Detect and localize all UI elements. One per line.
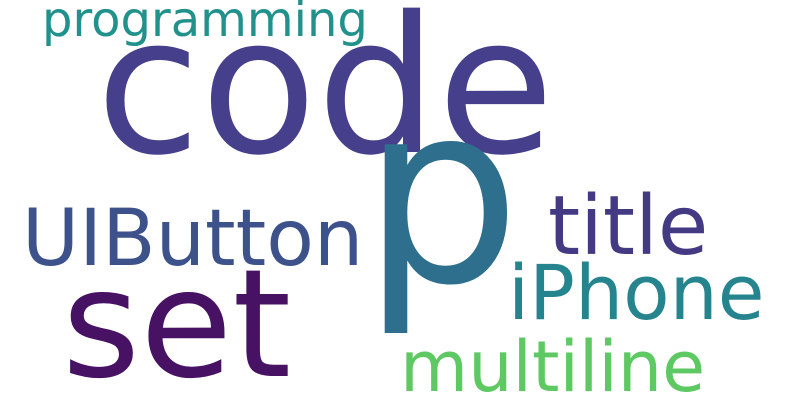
word-p: p: [362, 49, 521, 340]
word-code: code: [96, 0, 555, 197]
word-set: set: [62, 238, 292, 400]
word-uibutton: UIButton: [22, 194, 364, 284]
word-multiline: multiline: [400, 326, 706, 400]
word-title: title: [548, 179, 709, 274]
word-iphone: iPhone: [508, 248, 765, 337]
word-programming: programming: [42, 0, 368, 48]
